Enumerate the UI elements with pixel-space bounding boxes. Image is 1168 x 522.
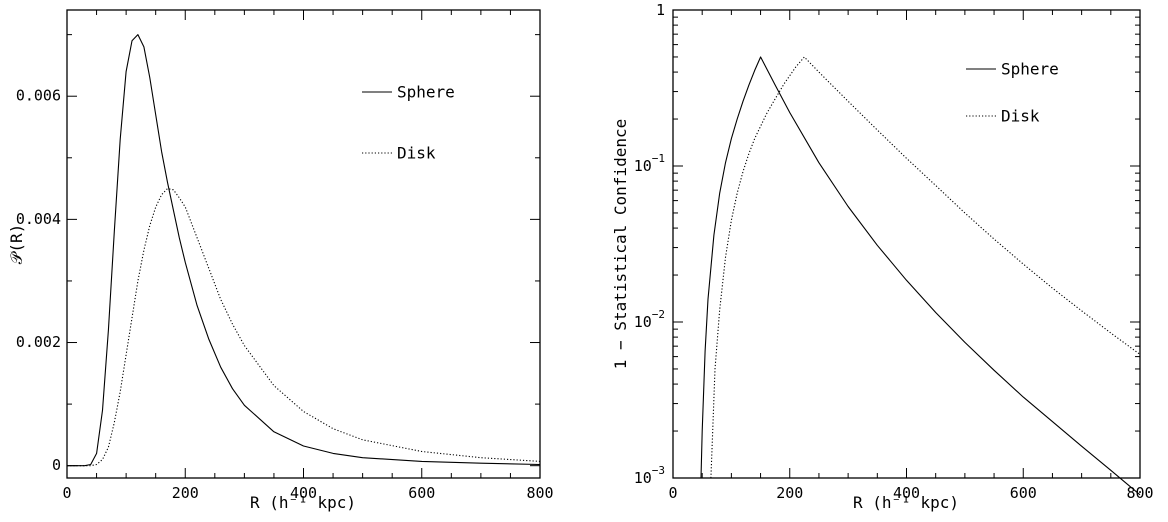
- left-plot-panel: 0 200 400 600 800 0 0.002 0.004 0.006 R (h⁻¹ kpc…: [7, 9, 554, 512]
- right-y-tick-label: 10−3: [634, 464, 665, 487]
- right-y-tick-label: 10−1: [634, 152, 665, 175]
- left-series-lines: [67, 34, 541, 467]
- right-series-disk-line: [710, 56, 1141, 479]
- left-series-sphere-line: [67, 34, 541, 467]
- left-y-tick-label: 0.002: [16, 333, 61, 351]
- right-series-sphere-line: [700, 56, 1141, 496]
- right-y-tick-label: 10−2: [634, 308, 665, 331]
- left-x-axis-label: R (h⁻¹ kpc): [250, 493, 356, 512]
- left-x-tick-label: 800: [526, 484, 553, 502]
- right-legend-sphere-label: Sphere: [1001, 60, 1059, 79]
- right-axis-ticks: [672, 10, 1141, 479]
- left-y-tick-label: 0: [52, 456, 61, 474]
- left-legend-sphere-label: Sphere: [397, 83, 455, 102]
- right-series-lines: [700, 56, 1141, 496]
- left-y-tick-label: 0.004: [16, 210, 61, 228]
- right-y-tick-label: 1: [656, 1, 665, 19]
- left-plot-frame: [66, 9, 541, 479]
- left-y-tick-label: 0.006: [16, 87, 61, 105]
- right-legend: Sphere Disk: [966, 60, 1059, 126]
- left-x-tick-label: 0: [62, 484, 71, 502]
- right-x-tick-label: 400: [893, 484, 920, 502]
- left-legend: Sphere Disk: [362, 83, 455, 163]
- left-series-disk-line: [67, 188, 541, 467]
- left-x-tick-label: 600: [408, 484, 435, 502]
- left-y-axis-label: 𝒫(R): [7, 224, 26, 264]
- right-x-tick-label: 600: [1010, 484, 1037, 502]
- right-plot-frame: [672, 9, 1141, 479]
- right-legend-disk-label: Disk: [1001, 107, 1040, 126]
- right-x-axis-label: R (h⁻¹ kpc): [853, 493, 959, 512]
- right-y-axis-label: 1 − Statistical Confidence: [611, 119, 630, 369]
- left-legend-disk-label: Disk: [397, 144, 436, 163]
- left-x-tick-label: 400: [290, 484, 317, 502]
- left-axis-ticks: [66, 10, 541, 478]
- left-tick-labels: 0 200 400 600 800 0 0.002 0.004 0.006: [16, 87, 554, 502]
- left-x-tick-label: 200: [172, 484, 199, 502]
- right-x-tick-label: 200: [776, 484, 803, 502]
- right-x-tick-label: 0: [668, 484, 677, 502]
